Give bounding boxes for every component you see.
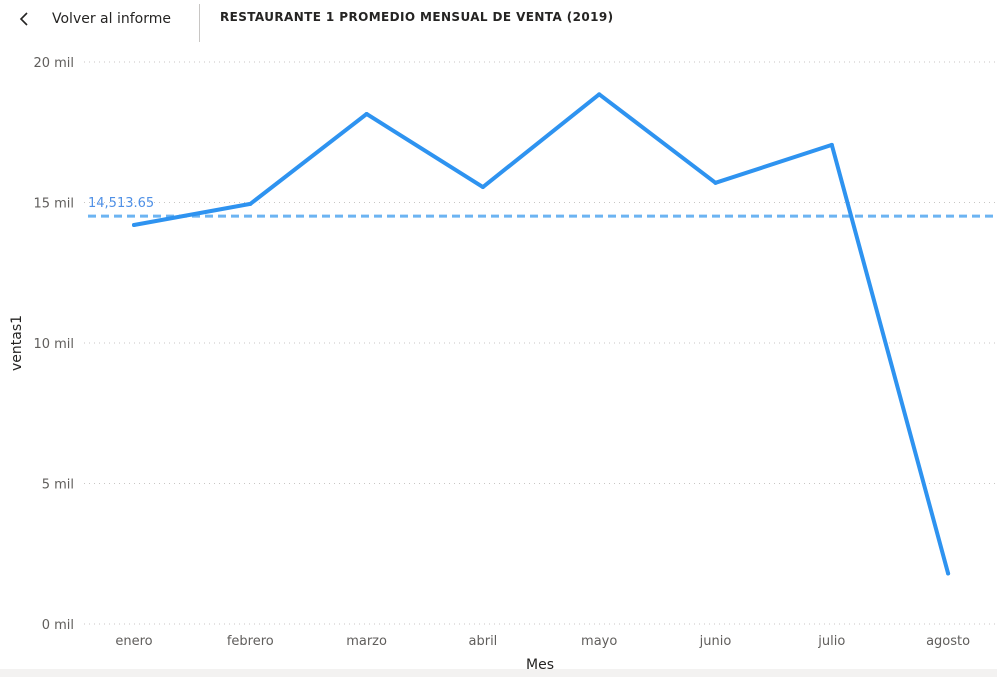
y-tick-label: 15 mil	[33, 197, 74, 212]
chevron-left-icon	[14, 8, 36, 30]
data-point[interactable]	[946, 571, 951, 576]
x-tick-label: mayo	[581, 634, 617, 649]
x-tick-label: marzo	[346, 634, 387, 649]
reference-line-group: 14,513.65	[88, 196, 995, 218]
y-tick-label: 5 mil	[42, 478, 74, 493]
x-tick-label: enero	[115, 634, 152, 649]
reference-line-label: 14,513.65	[88, 196, 154, 211]
x-tick-label: agosto	[926, 634, 970, 649]
header-bar: Volver al informe RESTAURANTE 1 PROMEDIO…	[0, 0, 997, 42]
data-point[interactable]	[480, 185, 485, 190]
y-axis-ticks: 0 mil 5 mil 10 mil 15 mil 20 mil	[33, 56, 74, 633]
series-group	[132, 92, 951, 576]
data-point[interactable]	[248, 201, 253, 206]
series-line[interactable]	[132, 92, 951, 576]
y-axis-title: ventas1	[9, 315, 25, 371]
x-tick-label: junio	[699, 634, 732, 649]
x-tick-label: febrero	[227, 634, 274, 649]
data-point[interactable]	[713, 180, 718, 185]
header-divider	[199, 4, 200, 42]
y-tick-label: 20 mil	[33, 56, 74, 71]
data-point[interactable]	[597, 92, 602, 97]
chart-title: RESTAURANTE 1 PROMEDIO MENSUAL DE VENTA …	[220, 10, 614, 24]
back-to-report-button[interactable]: Volver al informe	[14, 4, 171, 34]
gridlines	[84, 61, 995, 625]
data-point[interactable]	[829, 142, 834, 147]
data-point[interactable]	[364, 111, 369, 116]
bottom-scroll-strip	[0, 669, 997, 677]
data-point[interactable]	[132, 222, 136, 227]
y-tick-label: 10 mil	[33, 337, 74, 352]
y-tick-label: 0 mil	[42, 618, 74, 633]
x-tick-label: abril	[469, 634, 498, 649]
x-tick-label: julio	[817, 634, 845, 649]
x-axis-ticks: enero febrero marzo abril mayo junio julio agos…	[115, 634, 970, 649]
back-to-report-label: Volver al informe	[52, 11, 171, 27]
